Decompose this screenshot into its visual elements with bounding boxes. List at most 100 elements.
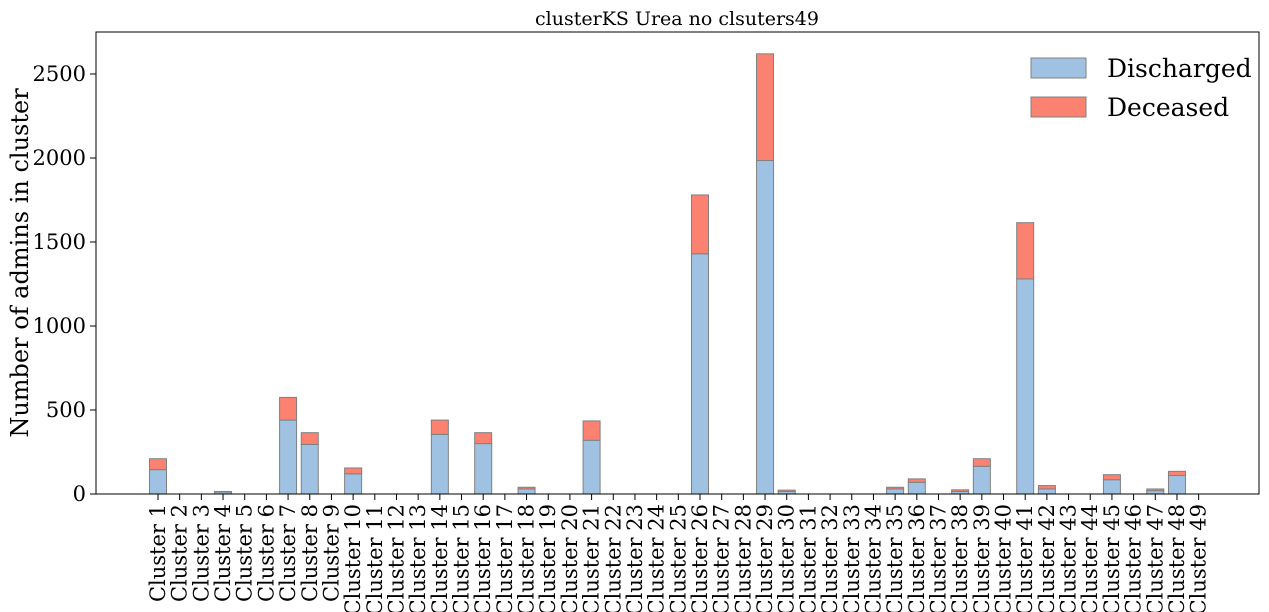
x-tick-label: Cluster 1 <box>146 504 170 602</box>
bar-discharged-47 <box>1146 490 1165 495</box>
x-tick-label: Cluster 25 <box>666 504 690 612</box>
bar-discharged-10 <box>344 473 363 495</box>
y-tick-label: 2000 <box>33 146 86 170</box>
bar-deceased-8 <box>300 432 319 445</box>
bar-discharged-36 <box>907 481 926 495</box>
bar-discharged-21 <box>582 439 601 495</box>
bar-deceased-39 <box>972 458 991 467</box>
bar-deceased-1 <box>149 458 167 471</box>
bar-discharged-26 <box>691 253 709 495</box>
bar-deceased-4 <box>214 490 233 493</box>
bar-deceased-35 <box>886 486 905 490</box>
x-tick-label: Cluster 14 <box>428 504 452 612</box>
bar-deceased-47 <box>1146 488 1165 492</box>
x-tick-label: Cluster 5 <box>233 504 257 602</box>
bar-deceased-14 <box>430 419 449 435</box>
bar-discharged-39 <box>972 465 991 495</box>
x-tick-label: Cluster 11 <box>363 504 387 612</box>
x-tick-label: Cluster 47 <box>1143 504 1167 612</box>
x-tick-label: Cluster 28 <box>731 504 755 612</box>
x-tick-label: Cluster 21 <box>580 504 604 612</box>
bar-discharged-7 <box>279 419 298 495</box>
y-tick-label: 0 <box>73 482 86 506</box>
bar-discharged-16 <box>474 443 493 495</box>
x-tick-label: Cluster 27 <box>710 504 734 612</box>
bar-deceased-29 <box>756 53 775 162</box>
legend-swatch-deceased <box>1030 96 1087 118</box>
y-tick-label: 2500 <box>33 62 86 86</box>
x-tick-label: Cluster 4 <box>211 504 235 602</box>
bar-discharged-41 <box>1016 278 1035 495</box>
bar-discharged-18 <box>517 488 536 495</box>
plot-frame <box>95 31 1260 495</box>
x-tick-label: Cluster 42 <box>1035 504 1059 612</box>
x-tick-label: Cluster 36 <box>905 504 929 612</box>
x-tick-label: Cluster 19 <box>536 504 560 612</box>
bar-deceased-38 <box>951 489 970 492</box>
legend-label-discharged: Discharged <box>1107 54 1252 83</box>
bar-discharged-29 <box>756 160 775 495</box>
x-tick-label: Cluster 32 <box>818 504 842 612</box>
x-tick-label: Cluster 20 <box>558 504 582 612</box>
x-tick-label: Cluster 12 <box>384 504 408 612</box>
y-axis-label: Number of admins in cluster <box>6 88 34 438</box>
y-tick-label: 500 <box>46 398 86 422</box>
y-tick-label: 1500 <box>33 230 86 254</box>
x-tick-label: Cluster 17 <box>493 504 517 612</box>
x-tick-label: Cluster 26 <box>688 504 712 612</box>
x-tick-label: Cluster 15 <box>450 504 474 612</box>
x-tick-label: Cluster 10 <box>341 504 365 612</box>
bar-deceased-26 <box>691 194 709 255</box>
bar-deceased-16 <box>474 432 493 445</box>
bar-deceased-42 <box>1037 485 1056 490</box>
x-tick-label: Cluster 8 <box>298 504 322 602</box>
bar-discharged-14 <box>430 433 449 495</box>
x-tick-label: Cluster 30 <box>775 504 799 612</box>
bar-discharged-35 <box>886 488 905 495</box>
bar-discharged-8 <box>300 443 319 495</box>
bar-deceased-36 <box>907 478 926 483</box>
x-tick-label: Cluster 31 <box>796 504 820 612</box>
x-tick-label: Cluster 13 <box>406 504 430 612</box>
bar-deceased-45 <box>1102 474 1121 481</box>
x-tick-label: Cluster 48 <box>1165 504 1189 612</box>
x-tick-label: Cluster 2 <box>168 504 192 602</box>
bar-deceased-7 <box>279 396 298 421</box>
x-tick-label: Cluster 37 <box>926 504 950 612</box>
x-tick-label: Cluster 38 <box>948 504 972 612</box>
x-tick-label: Cluster 43 <box>1057 504 1081 612</box>
x-tick-label: Cluster 29 <box>753 504 777 612</box>
bar-discharged-45 <box>1102 479 1121 495</box>
x-tick-label: Cluster 22 <box>601 504 625 612</box>
x-tick-label: Cluster 3 <box>189 504 213 602</box>
bar-discharged-42 <box>1037 488 1056 495</box>
x-tick-label: Cluster 44 <box>1078 504 1102 612</box>
chart-title: clusterKS Urea no clsuters49 <box>535 8 819 30</box>
x-tick-label: Cluster 16 <box>471 504 495 612</box>
bar-discharged-48 <box>1167 475 1186 495</box>
x-tick-label: Cluster 24 <box>645 504 669 612</box>
x-tick-label: Cluster 39 <box>970 504 994 612</box>
legend-swatch-discharged <box>1030 57 1087 79</box>
x-tick-label: Cluster 34 <box>861 504 885 612</box>
x-tick-label: Cluster 33 <box>840 504 864 612</box>
x-tick-label: Cluster 6 <box>254 504 278 602</box>
x-tick-label: Cluster 9 <box>319 504 343 602</box>
x-tick-label: Cluster 23 <box>623 504 647 612</box>
x-tick-label: Cluster 18 <box>515 504 539 612</box>
bar-deceased-30 <box>777 489 796 492</box>
x-tick-label: Cluster 35 <box>883 504 907 612</box>
legend-label-deceased: Deceased <box>1107 93 1229 122</box>
x-tick-label: Cluster 46 <box>1122 504 1146 612</box>
bar-deceased-48 <box>1167 470 1186 477</box>
bar-deceased-10 <box>344 467 363 475</box>
y-tick-label: 1000 <box>33 314 86 338</box>
bar-deceased-18 <box>517 486 536 490</box>
x-tick-label: Cluster 40 <box>992 504 1016 612</box>
x-tick-label: Cluster 41 <box>1013 504 1037 612</box>
x-tick-label: Cluster 49 <box>1187 504 1211 612</box>
bar-deceased-41 <box>1016 222 1035 280</box>
bar-discharged-1 <box>149 469 167 495</box>
bar-deceased-21 <box>582 420 601 441</box>
